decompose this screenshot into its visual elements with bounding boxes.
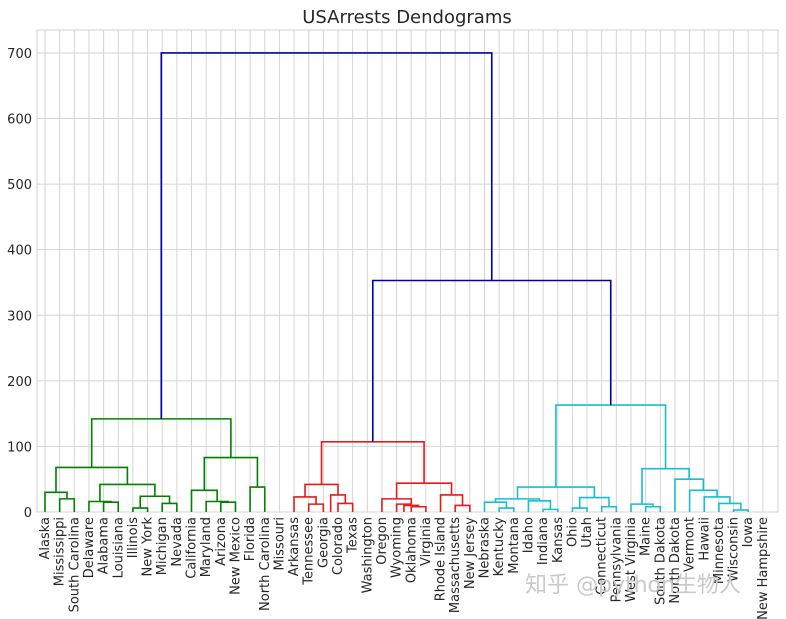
dendrogram-link-30 [542,508,559,512]
dendrogram-link-39 [732,509,749,512]
dendrogram-links [44,52,749,512]
leaf-label: Mississippi [53,517,68,586]
leaf-label: Rhode Island [434,517,449,601]
leaf-label: Louisiana [111,517,126,578]
leaf-label: Delaware [82,517,97,578]
dendrogram-link-5 [161,502,178,512]
dendrogram-link-47 [160,52,493,419]
leaf-label: Oklahoma [404,517,419,583]
dendrogram-link-40 [718,502,742,512]
dendrogram-link-21 [410,505,427,512]
leaf-label: Maryland [199,517,214,577]
leaf-label: Utah [580,517,595,548]
dendrogram-link-18 [329,494,347,512]
leaf-label: North Carolina [258,517,273,611]
leaf-label: Arizona [214,517,229,566]
y-tick-label: 300 [7,309,32,324]
y-tick-label: 0 [24,506,32,521]
leaf-label: Wisconsin [727,517,742,582]
leaf-label: Massachusetts [448,517,463,613]
leaf-label: California [185,517,200,579]
y-axis-ticks: 0 100 200 300 400 500 600 700 [7,47,32,521]
leaf-label: New York [141,517,156,577]
leaf-label: New Mexico [228,517,243,595]
y-tick-label: 100 [7,440,32,455]
dendrogram-link-26 [395,482,453,499]
dendrogram-link-8 [55,466,129,493]
dendrogram-link-31 [527,500,552,512]
leaf-label: Idaho [521,517,536,553]
leaf-label: Maine [639,517,654,556]
leaf-label: Indiana [536,517,551,565]
dendrogram-link-14 [90,418,232,468]
dendrogram-link-37 [644,505,662,512]
y-tick-label: 200 [7,375,32,390]
leaf-labels: Alaska Mississippi South Carolina Delaware A… [38,517,771,619]
leaf-label: West Virginia [624,517,639,602]
chart-title: USArrests Dendograms [302,7,512,28]
leaf-label: Hawaii [697,517,712,561]
dendrogram-link-38 [630,503,654,512]
leaf-label: Colorado [331,517,346,575]
dendrogram-link-35 [578,496,610,509]
leaf-label: North Dakota [668,517,683,604]
leaf-label: South Carolina [67,517,82,612]
watermark: 知乎 @python生物人 [525,573,741,598]
plot-area [36,29,779,513]
leaf-label: Texas [346,517,361,554]
leaf-label: New Jersey [463,517,478,589]
dendrogram-link-1 [44,491,68,512]
leaf-label: Minnesota [712,517,727,584]
leaf-label: South Dakota [653,517,668,605]
leaf-label: Iowa [741,517,756,547]
y-tick-label: 700 [7,47,32,62]
leaf-label: Georgia [316,517,331,568]
leaf-label: Oregon [375,517,390,565]
leaf-label: Virginia [419,517,434,566]
dendrogram-link-15 [307,503,325,512]
leaf-label: Connecticut [595,517,610,595]
leaf-label: New Hampshire [756,517,771,619]
leaf-label: Ohio [565,517,580,547]
leaf-label: Tennessee [302,517,317,586]
leaf-label: Illinois [126,517,141,558]
leaf-label: Michigan [155,517,170,575]
leaf-label: Alabama [97,517,112,574]
y-tick-label: 600 [7,113,32,128]
leaf-label: Florida [243,517,258,561]
leaf-label: Nebraska [478,517,493,578]
leaf-label: Vermont [683,517,698,572]
dendrogram-link-43 [674,478,705,512]
leaf-label: Washington [360,517,375,593]
dendrogram-link-34 [600,505,618,512]
leaf-label: Missouri [272,517,287,571]
leaf-label: Kansas [551,517,566,563]
dendrogram-link-17 [337,502,354,512]
leaf-label: Montana [507,517,522,574]
dendrogram-link-46 [371,279,612,442]
leaf-label: Alaska [38,517,53,560]
leaf-label: Wyoming [390,517,405,578]
leaf-label: Kentucky [492,517,507,577]
y-tick-label: 500 [7,178,32,193]
dendrogram-link-25 [439,494,464,512]
leaf-label: Arkansas [287,517,302,576]
leaf-label: Pennsylvania [609,517,624,602]
leaf-label: Nevada [170,517,185,567]
y-tick-label: 400 [7,244,32,259]
